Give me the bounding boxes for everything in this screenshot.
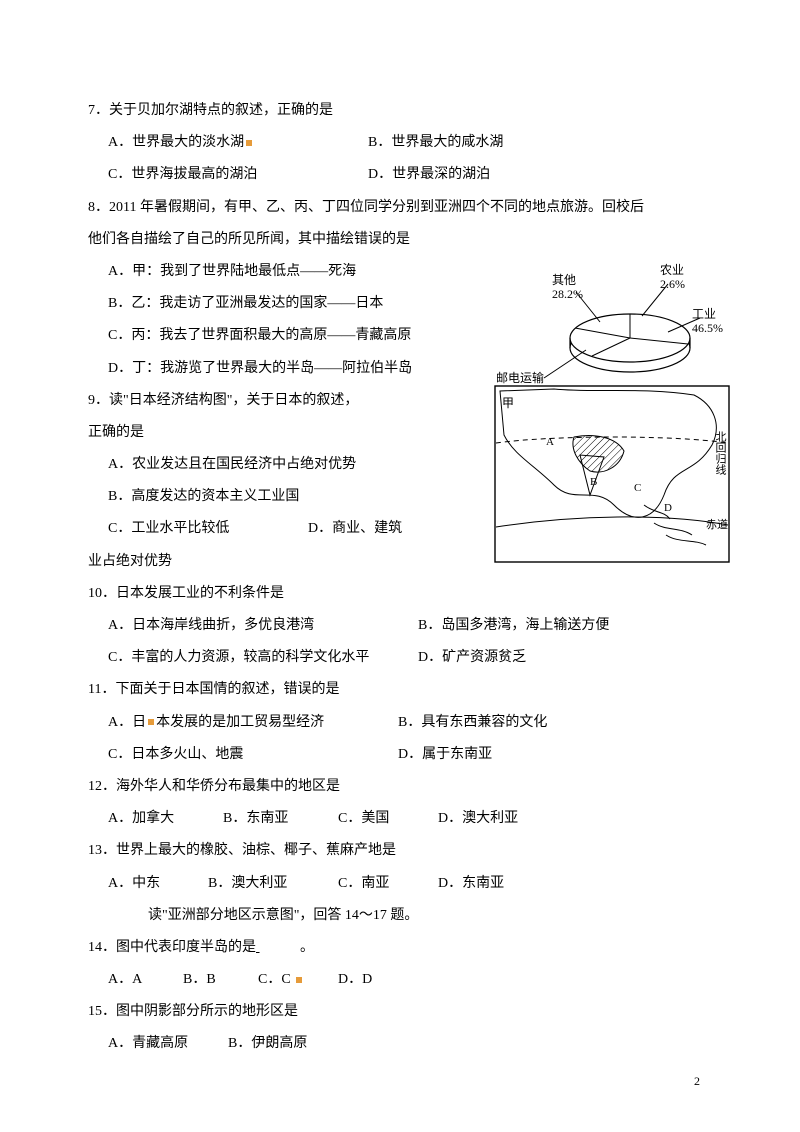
dot-icon [148, 719, 154, 725]
dot-icon [296, 977, 302, 983]
q10-opt-c: C．丰富的人力资源，较高的科学文化水平 [108, 642, 418, 674]
q15-opt-b: B．伊朗高原 [228, 1028, 307, 1060]
map-marker-c: C [634, 482, 641, 494]
asia-map: A B C D 甲 北回归线 赤道 [494, 385, 730, 563]
exam-content: 7．关于贝加尔湖特点的叙述，正确的是 A．世界最大的淡水湖 B．世界最大的咸水湖… [88, 95, 712, 1061]
q13-opt-b: B．澳大利亚 [208, 868, 338, 900]
q12-opt-d: D．澳大利亚 [438, 803, 518, 835]
q7-opt-b: B．世界最大的咸水湖 [268, 127, 503, 159]
question-7: 7．关于贝加尔湖特点的叙述，正确的是 A．世界最大的淡水湖 B．世界最大的咸水湖… [88, 95, 712, 192]
q10-opt-a: A．日本海岸线曲折，多优良港湾 [108, 610, 418, 642]
q13-opt-a: A．中东 [108, 868, 208, 900]
q7-opt-c: C．世界海拔最高的湖泊 [108, 159, 368, 191]
q14-stem: 14．图中代表印度半岛的是 。 [88, 932, 712, 964]
map-marker-a: A [546, 436, 554, 448]
q12-opt-a: A．加拿大 [108, 803, 223, 835]
question-12: 12．海外华人和华侨分布最集中的地区是 A．加拿大 B．东南亚 C．美国 D．澳… [88, 771, 712, 835]
q14-opt-a: A．A [108, 964, 183, 996]
map-marker-jia: 甲 [502, 396, 514, 410]
q13-opt-d: D．东南亚 [438, 868, 504, 900]
q11-opt-b: B．具有东西兼容的文化 [398, 707, 547, 739]
q13-stem: 13．世界上最大的橡胶、油棕、椰子、蕉麻产地是 [88, 835, 712, 867]
question-13: 13．世界上最大的橡胶、油棕、椰子、蕉麻产地是 A．中东 B．澳大利亚 C．南亚… [88, 835, 712, 932]
question-15: 15．图中阴影部分所示的地形区是 A．青藏高原 B．伊朗高原 [88, 996, 712, 1060]
q10-opt-b: B．岛国多港湾，海上输送方便 [418, 610, 609, 642]
q8-line2: 他们各自描绘了自己的所见所闻，其中描绘错误的是 [88, 224, 712, 256]
question-11: 11．下面关于日本国情的叙述，错误的是 A．日本发展的是加工贸易型经济 B．具有… [88, 674, 712, 771]
q8-line1: 8．2011 年暑假期间，有甲、乙、丙、丁四位同学分别到亚洲四个不同的地点旅游。… [88, 192, 712, 224]
question-10: 10．日本发展工业的不利条件是 A．日本海岸线曲折，多优良港湾 B．岛国多港湾，… [88, 578, 712, 675]
q11-opt-c: C．日本多火山、地震 [108, 739, 398, 771]
pie-label-ind: 工业46.5% [692, 308, 723, 336]
q13-opt-c: C．南亚 [338, 868, 438, 900]
map-label-equator: 赤道 [706, 513, 728, 538]
q13-note: 读"亚洲部分地区示意图"，回答 14～17 题。 [88, 900, 712, 932]
q11-opt-a: A．日本发展的是加工贸易型经济 [108, 707, 398, 739]
q12-stem: 12．海外华人和华侨分布最集中的地区是 [88, 771, 712, 803]
q10-stem: 10．日本发展工业的不利条件是 [88, 578, 712, 610]
q7-stem: 7．关于贝加尔湖特点的叙述，正确的是 [88, 95, 712, 127]
q15-opt-a: A．青藏高原 [108, 1028, 228, 1060]
page-number: 2 [694, 1068, 700, 1096]
q11-stem: 11．下面关于日本国情的叙述，错误的是 [88, 674, 712, 706]
q10-opt-d: D．矿产资源贫乏 [418, 642, 526, 674]
q11-opt-d: D．属于东南亚 [398, 739, 492, 771]
map-marker-b: B [590, 476, 597, 488]
q9-opt-c: C．工业水平比较低 [108, 513, 308, 545]
pie-label-agri: 农业2.6% [660, 264, 685, 292]
q7-opt-d: D．世界最深的湖泊 [368, 159, 490, 191]
q12-opt-b: B．东南亚 [223, 803, 338, 835]
q14-opt-b: B．B [183, 964, 258, 996]
question-14: 14．图中代表印度半岛的是 。 A．A B．B C．C D．D [88, 932, 712, 996]
map-label-tropic: 北回归线 [707, 431, 732, 475]
pie-label-other: 其他28.2% [552, 274, 583, 302]
q12-opt-c: C．美国 [338, 803, 438, 835]
q9-opt-d-pre: D．商业、建筑 [308, 513, 402, 545]
q7-opt-a: A．世界最大的淡水湖 [108, 127, 268, 159]
q14-opt-c: C．C [258, 964, 338, 996]
q14-opt-d: D．D [338, 964, 372, 996]
q15-stem: 15．图中阴影部分所示的地形区是 [88, 996, 712, 1028]
dot-icon [246, 140, 252, 146]
map-marker-d: D [664, 502, 672, 514]
